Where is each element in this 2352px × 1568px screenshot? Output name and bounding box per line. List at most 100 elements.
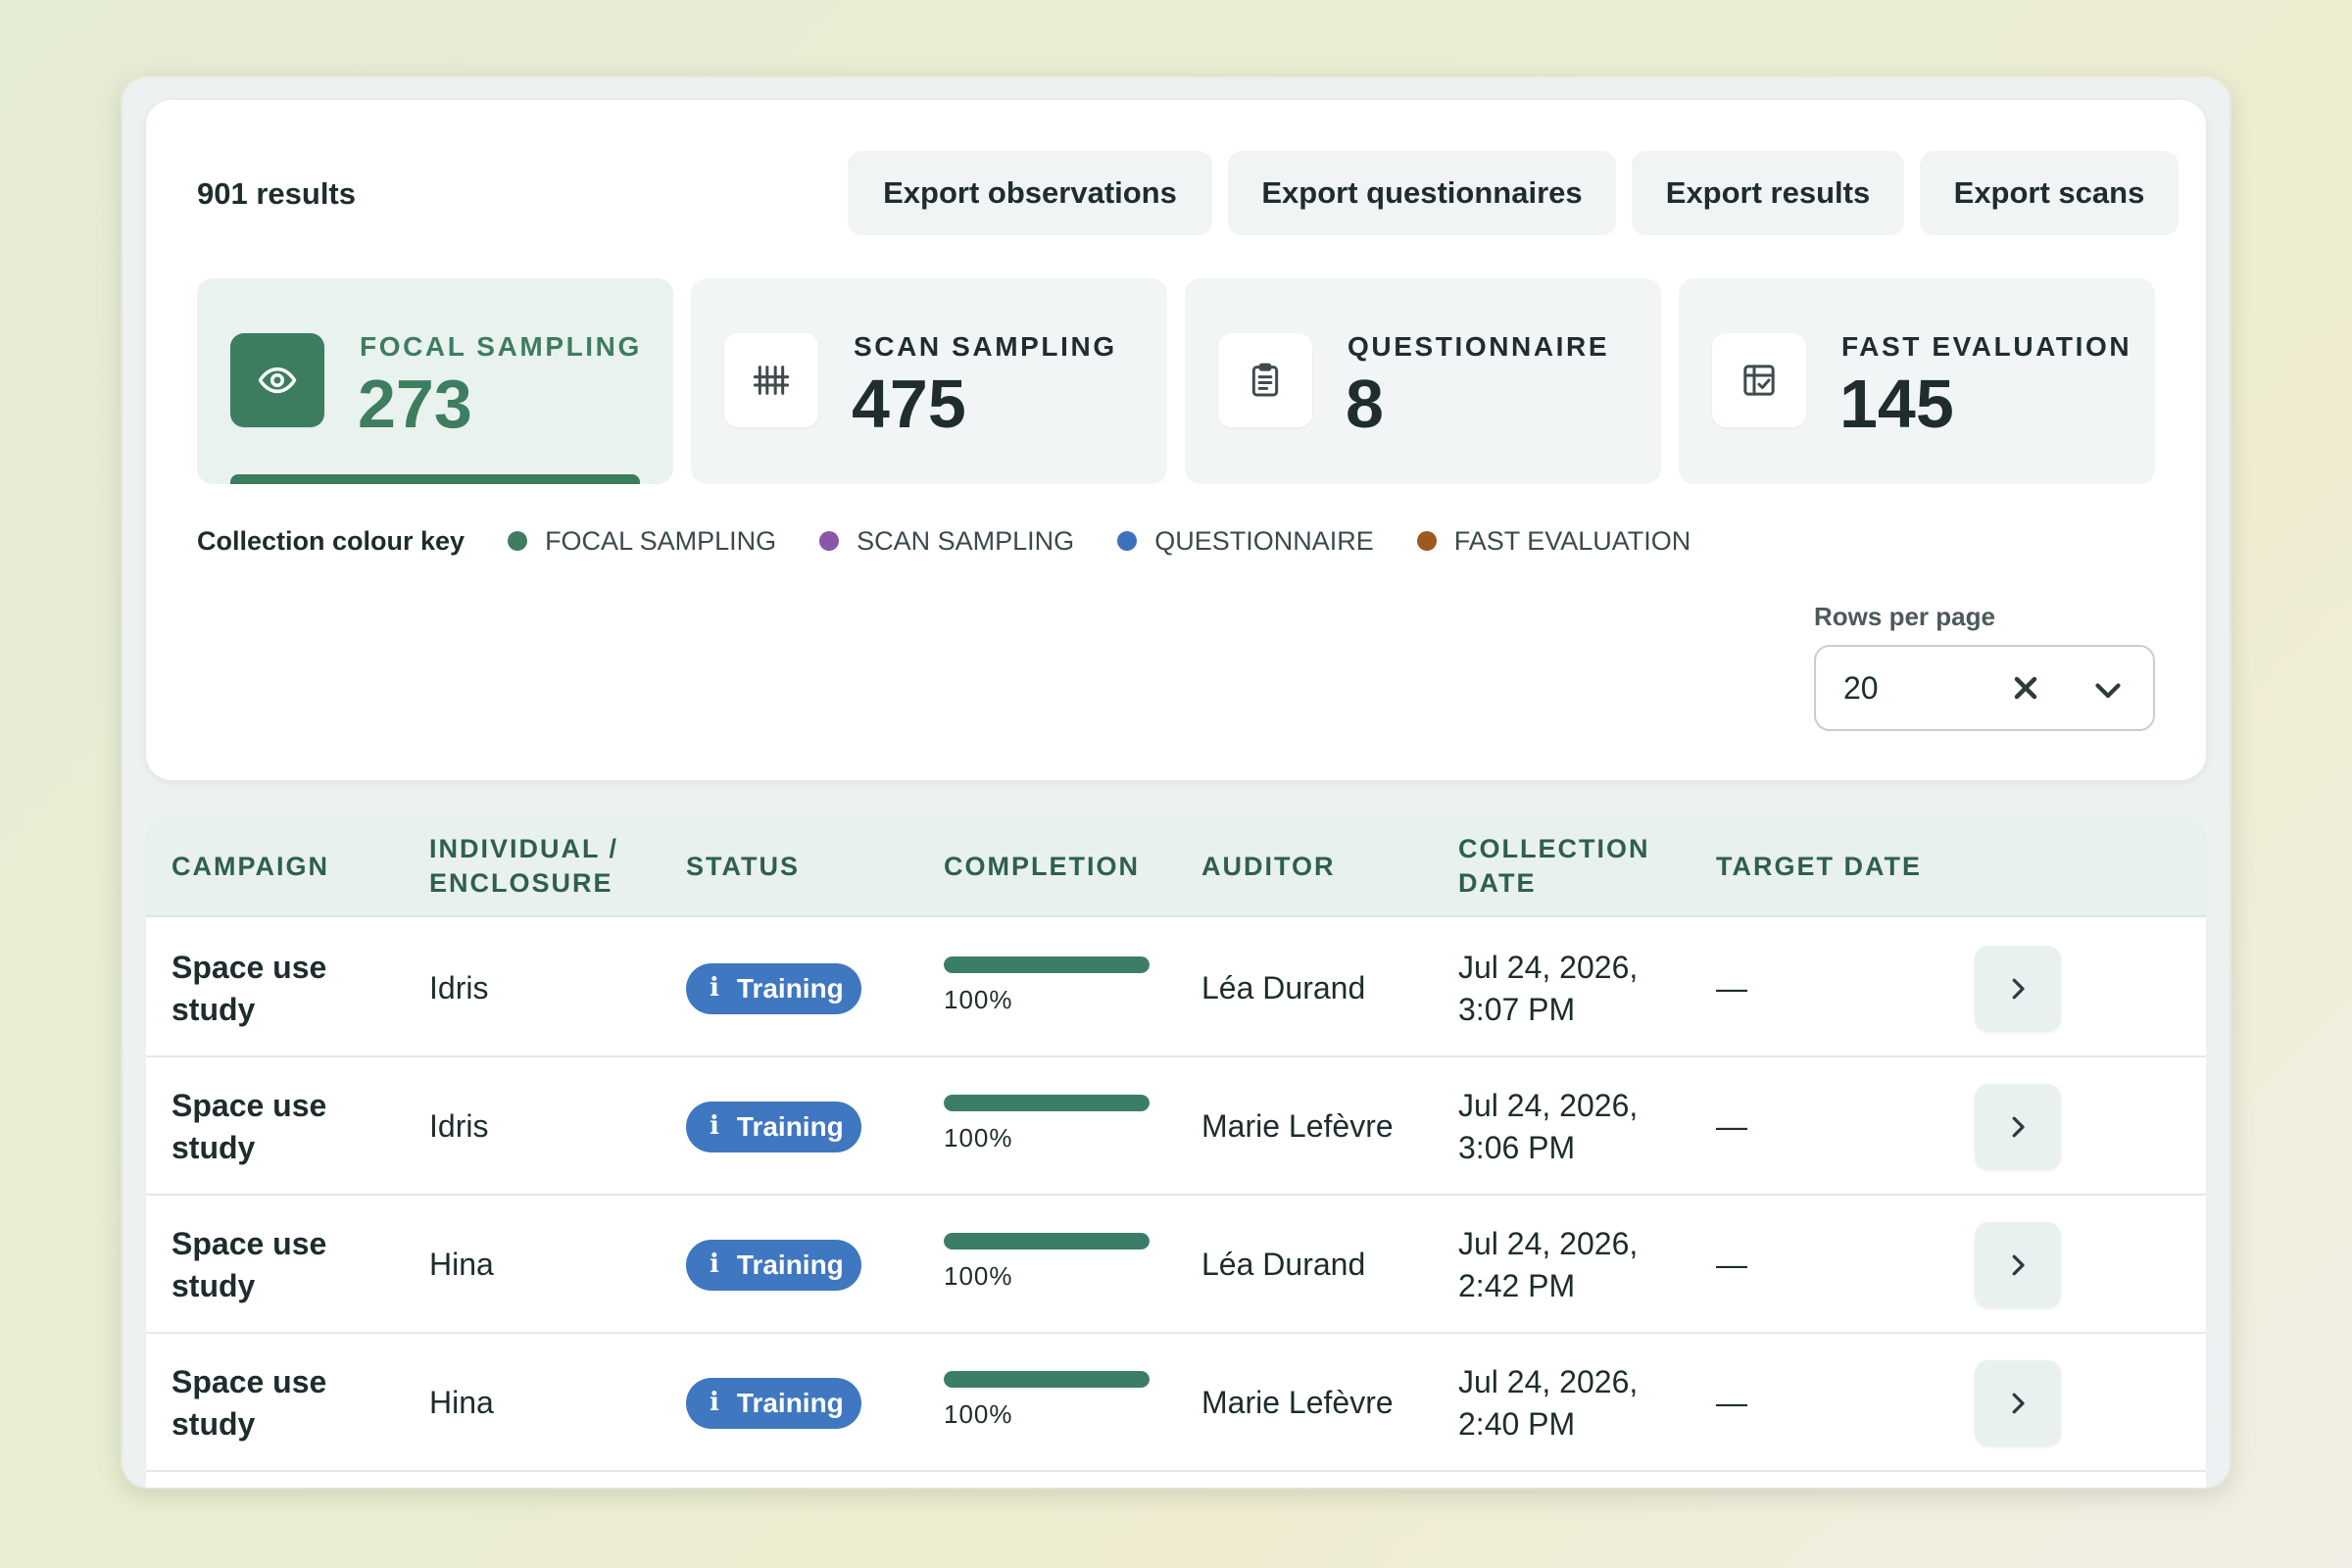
column-header-target-date[interactable]: TARGET DATE [1716,851,1922,881]
collection-date-cell: Jul 24, 2026, 3:07 PM [1458,949,1639,1027]
column-header-completion[interactable]: COMPLETION [944,851,1140,881]
status-cell: i Training [686,919,921,1057]
status-label: Training [736,1250,844,1280]
chevron-right-icon [2012,1254,2025,1276]
results-window: 901 results Export observations Export q… [122,78,2230,1488]
completion-label: 100% [944,1399,1013,1429]
key-item-fast-evaluation: FAST EVALUATION [1416,525,1691,557]
export-results-button[interactable]: Export results [1632,151,1904,235]
target-date-cell: — [1716,1385,1747,1420]
results-count: 901 results [197,176,356,211]
open-row-button[interactable] [1975,1084,2061,1170]
active-indicator [230,474,640,484]
status-label: Training [736,1111,844,1142]
checklist-table-icon [1712,333,1806,427]
status-badge: i Training [686,1377,861,1429]
stat-label: FOCAL SAMPLING [360,331,642,362]
progress-bar [944,1233,1150,1250]
table-row[interactable]: Space use study Hina i Training 100% Léa Dura… [146,1196,2206,1334]
target-date-cell: — [1716,970,1747,1005]
grid-tally-icon [724,333,818,427]
stat-value: 145 [1839,366,1954,442]
open-row-button[interactable] [1975,1360,2061,1446]
key-item-scan-sampling: SCAN SAMPLING [819,526,1074,557]
rows-per-page-select[interactable]: 20 [1814,645,2155,731]
completion-label: 100% [944,985,1013,1014]
stat-card-focal-sampling[interactable]: FOCAL SAMPLING 273 [197,278,673,484]
chevron-right-icon [2012,978,2025,1000]
brown-dot-icon [1416,531,1437,551]
colour-key-title: Collection colour key [197,525,466,556]
chevron-right-icon [2012,1116,2025,1138]
stat-card-scan-sampling[interactable]: SCAN SAMPLING 475 [691,278,1167,484]
table-header: CAMPAIGN INDIVIDUAL / ENCLOSURE STATUS C… [146,815,2206,917]
completion-cell: 100% [944,1371,1150,1430]
key-label: SCAN SAMPLING [857,525,1075,556]
summary-panel: 901 results Export observations Export q… [146,100,2206,780]
results-table: CAMPAIGN INDIVIDUAL / ENCLOSURE STATUS C… [146,815,2206,1488]
key-label: FOCAL SAMPLING [545,525,777,556]
open-row-button[interactable] [1975,1222,2061,1308]
table-row[interactable]: Space use study Idris i Training 100% Léa Dur… [146,919,2206,1057]
status-cell: i Training [686,1057,921,1196]
table-row[interactable]: Space use study Idris i Training 100% Marie L… [146,1057,2206,1196]
export-scans-button[interactable]: Export scans [1920,151,2179,235]
progress-bar [944,956,1150,973]
blue-dot-icon [1117,531,1138,551]
eye-icon [230,333,324,427]
chevron-right-icon [2012,1393,2025,1414]
status-badge: i Training [686,1101,861,1152]
info-icon: i [710,973,719,1003]
export-observations-button[interactable]: Export observations [848,151,1212,235]
individual-cell: Hina [429,1385,494,1420]
status-cell: i Training [686,1334,921,1472]
column-header-individual[interactable]: INDIVIDUAL / ENCLOSURE [429,834,619,898]
export-questionnaires-button[interactable]: Export questionnaires [1228,151,1616,235]
completion-cell: 100% [944,1095,1150,1153]
stat-label: QUESTIONNAIRE [1348,331,1610,362]
campaign-cell: Space use study [172,949,327,1027]
column-header-auditor[interactable]: AUDITOR [1201,851,1336,881]
target-date-cell: — [1716,1247,1747,1282]
auditor-cell: Marie Lefèvre [1201,1108,1394,1144]
rows-per-page-label: Rows per page [1814,602,1995,631]
open-row-button[interactable] [1975,946,2061,1032]
individual-cell: Hina [429,1247,494,1282]
progress-fill [944,1371,1150,1388]
auditor-cell: Marie Lefèvre [1201,1385,1394,1420]
info-icon: i [710,1111,719,1141]
collection-date-cell: Jul 24, 2026, 2:42 PM [1458,1225,1639,1303]
info-icon: i [710,1388,719,1417]
colour-key: Collection colour key FOCAL SAMPLING SCA… [197,521,1734,561]
stat-value: 8 [1346,366,1384,442]
completion-cell: 100% [944,956,1150,1015]
clipboard-icon [1218,333,1312,427]
stat-value: 273 [358,366,472,442]
stat-label: FAST EVALUATION [1841,331,2132,362]
completion-label: 100% [944,1123,1013,1152]
column-header-campaign[interactable]: CAMPAIGN [172,851,329,881]
column-header-collection-date[interactable]: COLLECTION DATE [1458,834,1650,898]
clear-icon[interactable] [2008,670,2043,706]
rows-per-page-value: 20 [1843,670,1879,706]
chevron-down-icon[interactable] [2090,672,2126,708]
table-row[interactable]: Space use study Hina i Training 100% Marie Le… [146,1334,2206,1472]
progress-bar [944,1371,1150,1388]
auditor-cell: Léa Durand [1201,1247,1366,1282]
key-label: FAST EVALUATION [1453,525,1691,556]
column-header-status[interactable]: STATUS [686,851,800,881]
info-icon: i [710,1250,719,1279]
stat-value: 475 [852,366,966,442]
status-label: Training [736,973,844,1004]
stat-card-fast-evaluation[interactable]: FAST EVALUATION 145 [1679,278,2155,484]
completion-label: 100% [944,1261,1013,1291]
completion-cell: 100% [944,1233,1150,1292]
progress-fill [944,1233,1150,1250]
status-badge: i Training [686,962,861,1014]
stat-card-questionnaire[interactable]: QUESTIONNAIRE 8 [1185,278,1661,484]
collection-date-cell: Jul 24, 2026, 2:40 PM [1458,1363,1639,1442]
purple-dot-icon [819,531,840,551]
individual-cell: Idris [429,970,489,1005]
key-item-focal-sampling: FOCAL SAMPLING [508,526,776,557]
progress-bar [944,1095,1150,1111]
